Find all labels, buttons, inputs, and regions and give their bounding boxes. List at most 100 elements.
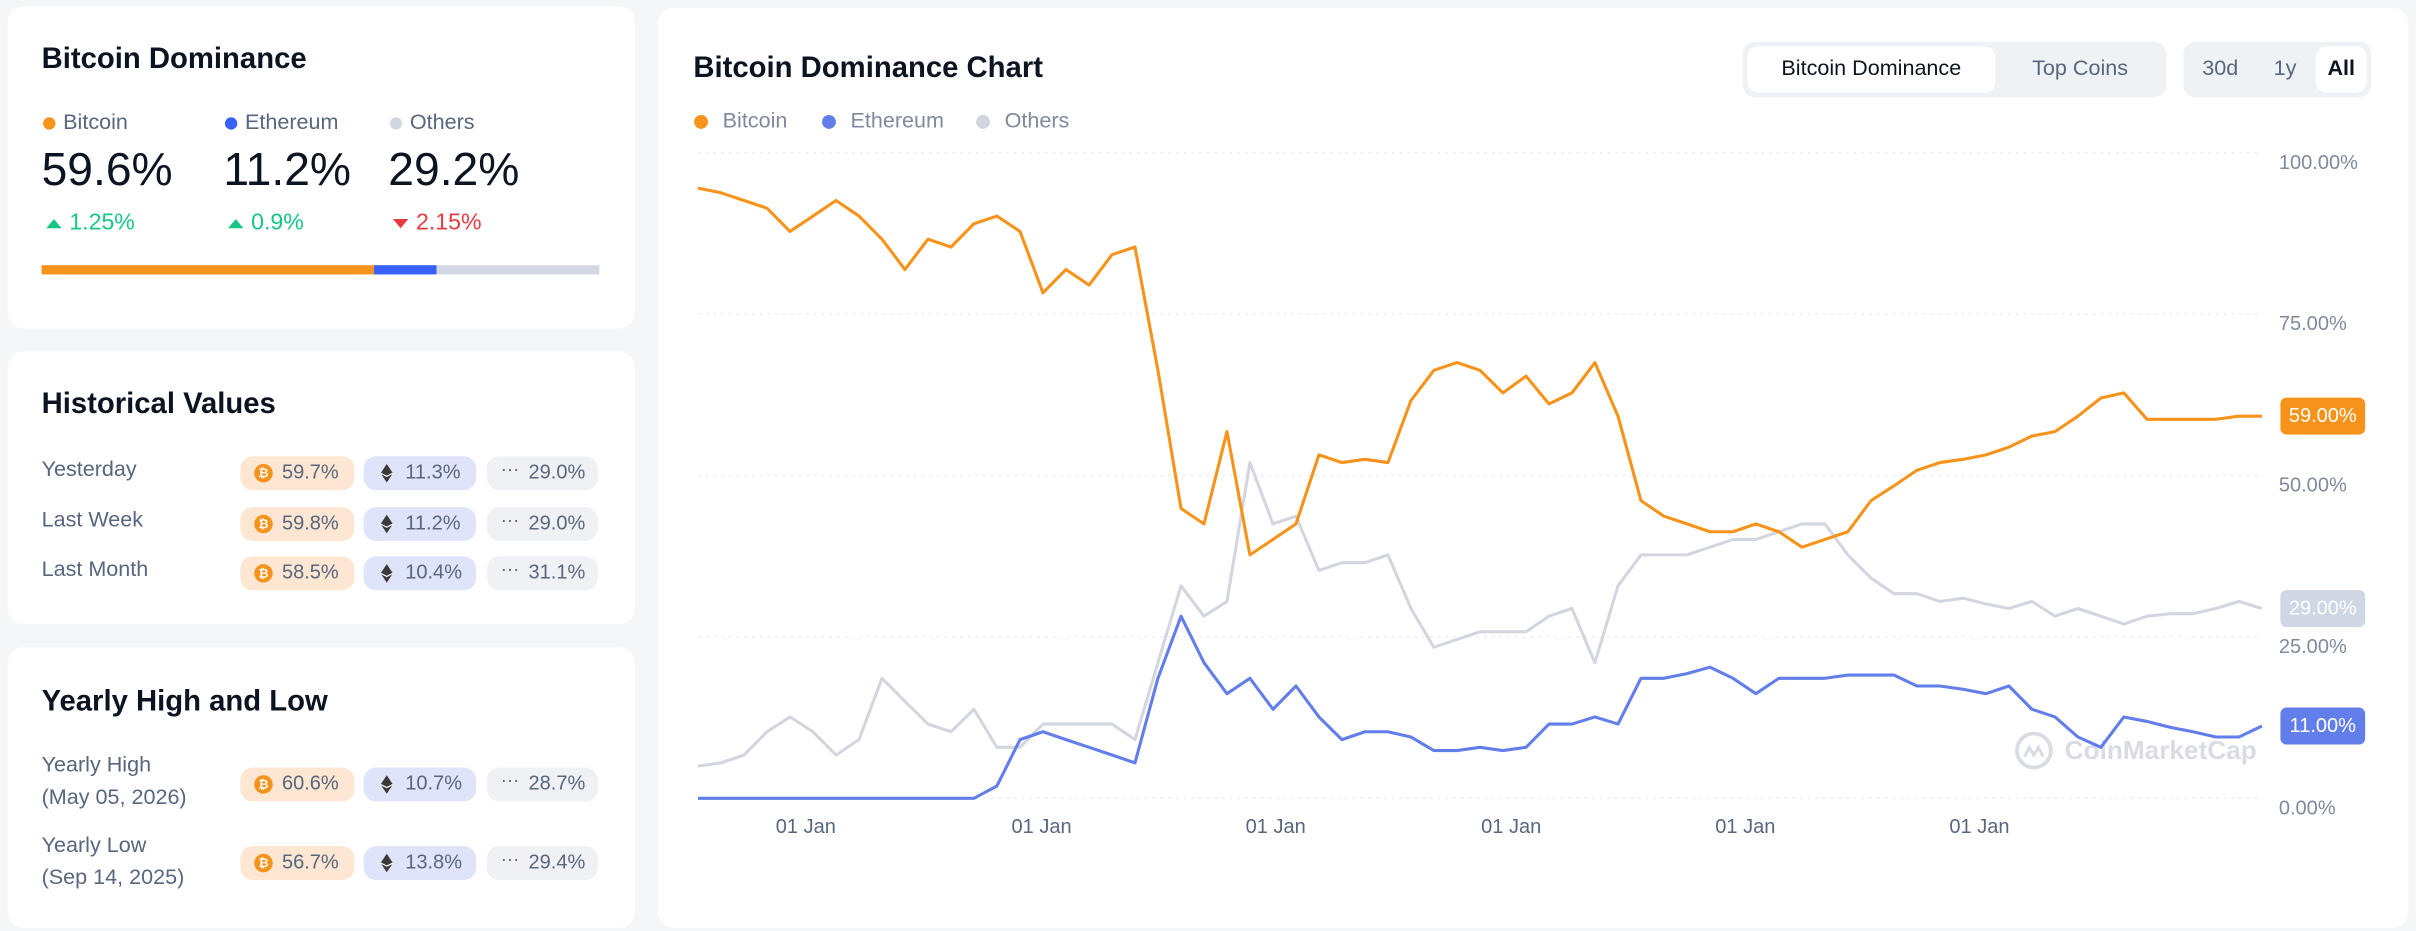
pill <box>486 456 598 491</box>
pill-value: 10.7% <box>405 773 462 795</box>
change-value: 2.15% <box>416 209 482 235</box>
end-badge <box>2280 707 2366 745</box>
row-label: Yearly High <box>42 752 151 777</box>
btc-symbol: ₿ <box>258 466 268 480</box>
legend-label: Others <box>1005 108 1070 133</box>
y-tick-label: 100.00% <box>2279 152 2358 174</box>
x-tick-label: 01 Jan <box>1715 816 1775 838</box>
legend-dot <box>389 117 403 130</box>
series-line <box>697 614 2263 800</box>
dominance-bar <box>41 265 375 275</box>
pill <box>363 556 477 591</box>
btc-symbol: ₿ <box>258 517 268 531</box>
row-label: Yearly Low <box>42 832 147 857</box>
pill-value: 29.0% <box>529 512 586 534</box>
others-icon: ··· <box>501 509 519 530</box>
x-tick-label: 01 Jan <box>1949 816 2009 838</box>
legend-label: Bitcoin <box>723 108 788 133</box>
watermark-logo <box>2015 731 2053 770</box>
pill-value: 13.8% <box>405 851 462 873</box>
legend-label: Ethereum <box>245 109 338 134</box>
dominance-bar <box>436 265 600 275</box>
pill-value: 29.0% <box>529 462 586 484</box>
row-date: (Sep 14, 2025) <box>42 864 185 889</box>
pill-value: 58.5% <box>282 562 339 584</box>
eth-icon <box>380 514 393 534</box>
watermark-logo-mark <box>2023 744 2045 759</box>
view-button[interactable] <box>1747 46 1996 93</box>
pill <box>240 846 355 880</box>
view-button-label: Bitcoin Dominance <box>1781 55 1961 80</box>
end-badge <box>2280 590 2366 627</box>
row-label: Last Week <box>42 507 144 532</box>
pill <box>363 456 477 491</box>
x-tick-label: 01 Jan <box>1481 816 1541 838</box>
dominance-value: 29.2% <box>388 143 519 195</box>
pill-value: 60.6% <box>282 773 339 795</box>
dominance-bar <box>374 265 437 275</box>
btc-symbol: ₿ <box>258 777 268 791</box>
others-icon: ··· <box>501 558 519 579</box>
row-label: Yesterday <box>42 456 137 481</box>
pill-value: 11.3% <box>405 462 460 484</box>
eth-icon <box>380 564 393 583</box>
eth-icon <box>380 775 393 794</box>
legend-label: Ethereum <box>851 108 944 133</box>
pill-value: 59.7% <box>282 462 339 484</box>
pill <box>486 767 598 802</box>
btc-icon <box>254 463 273 483</box>
eth-icon <box>380 463 393 483</box>
end-badge-label: 29.00% <box>2289 598 2357 620</box>
x-tick-label: 01 Jan <box>1246 816 1306 838</box>
y-tick-label: 0.00% <box>2279 797 2336 819</box>
dominance-value: 59.6% <box>42 143 173 195</box>
series-line <box>697 461 2263 768</box>
legend-label: Others <box>410 109 475 134</box>
legend-dot <box>43 117 56 130</box>
range-button-label: 30d <box>2202 55 2238 80</box>
eth-icon-line <box>380 523 394 528</box>
pill-value: 28.7% <box>529 773 586 795</box>
series-line <box>697 186 2262 557</box>
pill <box>363 767 477 802</box>
range-button[interactable] <box>2315 46 2367 93</box>
y-tick-label: 50.00% <box>2279 475 2347 497</box>
end-badge-label: 59.00% <box>2289 405 2357 427</box>
view-button-label: Top Coins <box>2032 55 2128 80</box>
change-arrow <box>392 218 409 229</box>
pill <box>363 846 477 880</box>
change-arrow <box>228 218 244 229</box>
pill <box>486 507 598 541</box>
y-tick-label: 75.00% <box>2279 313 2347 335</box>
change-arrow <box>46 218 62 229</box>
pill-value: 31.1% <box>529 562 586 584</box>
legend-dot <box>694 114 709 129</box>
pill-value: 29.4% <box>529 851 586 873</box>
eth-icon-line <box>380 862 394 867</box>
eth-icon-line <box>380 783 394 789</box>
range-button-label: All <box>2327 55 2355 80</box>
end-badge <box>2280 397 2366 435</box>
card-title: Bitcoin Dominance <box>42 43 307 75</box>
x-tick-label: 01 Jan <box>1012 816 1072 838</box>
pill-value: 11.2% <box>405 512 460 534</box>
card-title: Yearly High and Low <box>42 686 328 718</box>
btc-icon <box>254 853 273 873</box>
pill <box>240 767 355 802</box>
eth-icon-line <box>380 472 394 477</box>
btc-icon <box>254 564 273 583</box>
eth-icon <box>380 853 393 873</box>
btc-icon <box>254 775 273 794</box>
others-icon: ··· <box>501 848 519 869</box>
end-badge-label: 11.00% <box>2290 715 2357 737</box>
pill-value: 59.8% <box>282 512 339 534</box>
legend-dot <box>822 114 836 129</box>
dominance-value: 11.2% <box>223 143 351 195</box>
chart-title: Bitcoin Dominance Chart <box>693 52 1043 84</box>
pill <box>240 456 355 491</box>
pill <box>363 507 477 541</box>
pill <box>486 556 598 591</box>
row-date: (May 05, 2026) <box>42 784 187 809</box>
